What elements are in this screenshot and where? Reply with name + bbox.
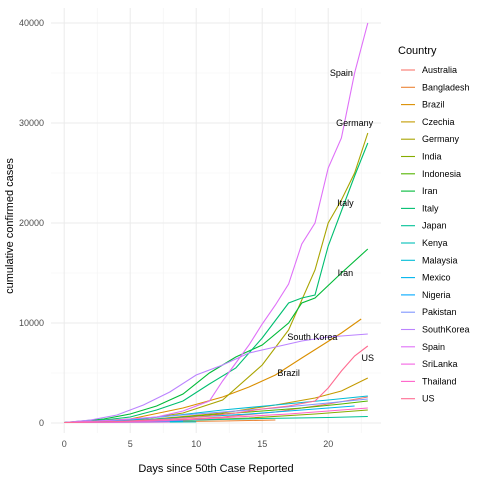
legend-item-label: Czechia [422,117,455,127]
legend-item-label: Pakistan [422,307,457,317]
series-line-germany [64,132,369,424]
legend-item-label: Germany [422,134,460,144]
x-tick-labels: 0 5 10 15 20 [62,439,334,449]
series-line-brazil [64,318,362,424]
series-line-thailand [64,407,368,424]
annotation-label: South Korea [287,332,337,342]
y-tick-label: 0 [39,418,44,428]
legend-item-label: SriLanka [422,359,458,369]
y-tick-label: 10000 [19,318,44,328]
annotation-layer: Spain Germany Italy Iran South Korea US Brazil [277,68,374,378]
legend-item-label: Iran [422,186,438,196]
x-axis-label: Days since 50th Case Reported [138,463,293,475]
annotation-label: Italy [337,198,354,208]
legend: Country Australia Bangladesh Brazil Czechia… [398,45,470,404]
legend-item-label: Thailand [422,376,457,386]
x-tick-label: 10 [191,439,201,449]
series-line-italy [64,142,369,424]
legend-title: Country [398,45,437,57]
legend-item-label: Japan [422,221,447,231]
legend-item-label: Bangladesh [422,82,470,92]
legend-item-label: US [422,394,435,404]
annotation-label: US [362,353,375,363]
x-tick-label: 15 [257,439,267,449]
y-tick-label: 40000 [19,18,44,28]
legend-item-label: SouthKorea [422,325,470,335]
grid [51,8,381,433]
y-tick-label: 30000 [19,118,44,128]
x-tick-label: 0 [62,439,67,449]
y-tick-labels: 0 10000 20000 30000 40000 [19,18,44,428]
series-line-spain [64,22,369,424]
legend-item-label: Malaysia [422,255,458,265]
series-layer [64,22,369,424]
x-tick-label: 5 [128,439,133,449]
x-tick-label: 20 [323,439,333,449]
legend-item-label: Brazil [422,100,445,110]
legend-item-label: Indonesia [422,169,461,179]
legend-item-label: Italy [422,203,439,213]
y-axis-label: cumulative confirmed cases [4,158,16,294]
legend-item-label: Nigeria [422,290,451,300]
annotation-label: Germany [336,118,374,128]
legend-item-label: Kenya [422,238,448,248]
annotation-label: Spain [330,68,353,78]
legend-item-label: Australia [422,65,457,75]
series-line-iran [64,248,369,424]
legend-item-label: India [422,152,442,162]
annotation-label: Iran [338,268,354,278]
legend-item-label: Mexico [422,273,451,283]
legend-item-label: Spain [422,342,445,352]
y-tick-label: 20000 [19,218,44,228]
series-line-us [64,345,369,424]
annotation-label: Brazil [277,368,300,378]
series-line-southkorea [64,333,368,424]
